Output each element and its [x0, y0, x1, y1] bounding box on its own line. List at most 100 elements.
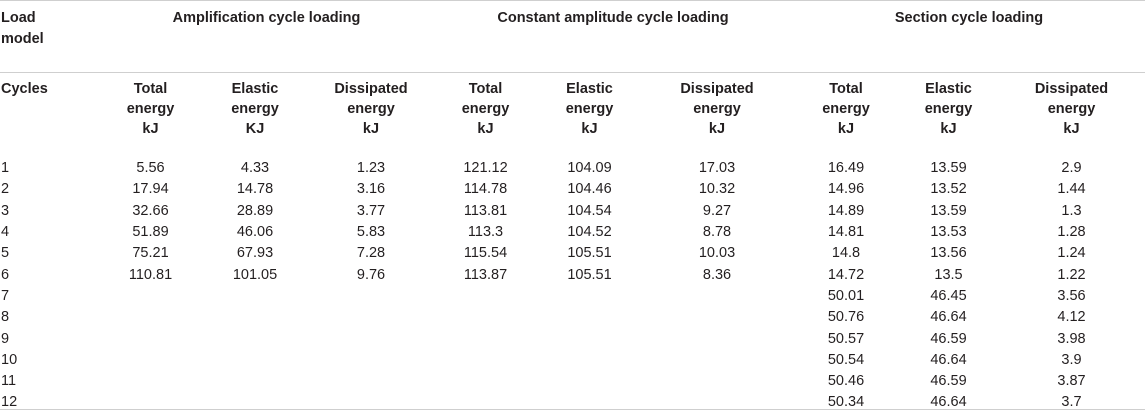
subcolumn-header-line: kJ — [362, 121, 380, 137]
subcolumn-header-line: energy — [461, 101, 510, 117]
energy-value-cell — [433, 392, 538, 413]
energy-value-cell — [538, 286, 641, 307]
table-row: 10 50.54 46.64 3.9 — [0, 350, 1145, 371]
energy-value-cell — [309, 307, 433, 328]
energy-value-cell: 67.93 — [236, 245, 274, 262]
subcolumn-header-line: Elastic — [231, 81, 279, 97]
energy-value-cell — [433, 307, 538, 328]
cycle-number-cell: 6 — [1, 266, 10, 283]
energy-value-cell: 9.27 — [702, 202, 732, 219]
subcolumn-header-line: kJ — [1063, 121, 1080, 137]
subcolumn-header-line: energy — [565, 101, 614, 117]
energy-value-cell: 51.89 — [132, 224, 169, 241]
table-row: 7 50.01 46.45 3.56 — [0, 286, 1145, 307]
energy-value-cell — [433, 286, 538, 307]
energy-value-cell: 3.16 — [356, 181, 386, 198]
energy-value-cell: 1.24 — [1057, 245, 1086, 262]
subcolumn-header-line: energy — [1047, 101, 1096, 117]
cycle-number-cell: 10 — [1, 351, 18, 368]
energy-value-cell — [100, 350, 201, 371]
energy-value-cell: 113.3 — [467, 224, 504, 241]
group-header-amplification: Amplification cycle loading — [172, 10, 361, 26]
energy-value-cell: 104.54 — [567, 202, 612, 219]
energy-value-cell: 10.03 — [698, 245, 736, 262]
energy-value-cell: 46.64 — [930, 309, 967, 326]
energy-value-cell: 114.78 — [463, 181, 508, 198]
subcolumn-header-row: Cycles Total energy kJ Elastic energy KJ Dissi… — [0, 72, 1145, 154]
cycle-number-cell: 11 — [1, 373, 17, 390]
energy-value-cell: 1.44 — [1057, 181, 1086, 198]
subcolumn-header-line: kJ — [581, 121, 598, 137]
energy-value-cell — [100, 328, 201, 349]
energy-value-cell: 2.9 — [1061, 160, 1082, 177]
cycle-number-cell: 9 — [1, 330, 10, 347]
energy-value-cell: 46.45 — [930, 287, 967, 304]
subcolumn-header-line: energy — [924, 101, 973, 117]
energy-value-cell: 46.06 — [236, 224, 274, 241]
energy-value-cell — [641, 328, 793, 349]
table-row: 12 50.34 46.64 3.7 — [0, 392, 1145, 413]
subcolumn-header-line: Total — [468, 81, 503, 97]
energy-value-cell — [538, 371, 641, 392]
energy-value-cell — [201, 371, 309, 392]
energy-value-cell: 14.8 — [831, 245, 861, 262]
energy-value-cell: 50.57 — [827, 330, 865, 347]
table-row: 9 50.57 46.59 3.98 — [0, 328, 1145, 349]
energy-value-cell: 110.81 — [128, 266, 173, 283]
load-model-line-1: Load — [1, 10, 36, 26]
energy-value-cell — [201, 350, 309, 371]
cycle-number-cell: 12 — [1, 394, 18, 411]
energy-value-cell — [100, 286, 201, 307]
energy-value-cell: 3.77 — [356, 202, 386, 219]
energy-value-cell: 50.01 — [827, 287, 865, 304]
energy-value-cell — [201, 392, 309, 413]
subcolumn-header-line: energy — [126, 101, 175, 117]
table-top-rule — [0, 0, 1145, 1]
energy-value-cell: 8.78 — [702, 224, 732, 241]
energy-value-cell: 50.46 — [827, 373, 865, 390]
energy-value-cell: 1.28 — [1057, 224, 1086, 241]
energy-value-cell: 3.56 — [1057, 287, 1086, 304]
energy-value-cell — [100, 392, 201, 413]
energy-value-cell: 46.59 — [930, 373, 967, 390]
energy-value-cell: 14.81 — [827, 224, 865, 241]
load-model-line-2: model — [1, 31, 44, 47]
table-row: 2 17.94 14.78 3.16 114.78 104.46 10.32 14.96 13.… — [0, 179, 1145, 200]
energy-value-cell: 46.59 — [930, 330, 967, 347]
subcolumn-header-line: Dissipated — [334, 81, 408, 97]
table-row: 8 50.76 46.64 4.12 — [0, 307, 1145, 328]
energy-value-cell — [433, 328, 538, 349]
energy-value-cell: 104.46 — [567, 181, 612, 198]
subcolumn-header-line: energy — [347, 101, 395, 117]
energy-value-cell: 7.28 — [356, 245, 386, 262]
energy-value-cell — [201, 286, 309, 307]
energy-value-cell — [433, 350, 538, 371]
energy-value-cell: 104.52 — [567, 224, 612, 241]
energy-value-cell: 13.59 — [930, 202, 967, 219]
energy-value-cell: 10.32 — [698, 181, 736, 198]
energy-value-cell — [433, 371, 538, 392]
energy-value-cell — [100, 371, 201, 392]
subcolumn-header: Elastic energy kJ — [538, 72, 641, 154]
energy-value-cell — [641, 307, 793, 328]
energy-value-cell — [538, 307, 641, 328]
energy-value-cell: 1.3 — [1061, 202, 1082, 219]
energy-value-cell: 1.23 — [356, 160, 386, 177]
energy-value-cell: 105.51 — [567, 245, 612, 262]
subcolumn-header-line: Total — [829, 81, 863, 97]
cycles-header: Cycles — [0, 72, 100, 154]
subcolumn-header: Elastic energy kJ — [899, 72, 998, 154]
energy-value-cell — [309, 392, 433, 413]
subcolumn-header-line: kJ — [477, 121, 494, 137]
energy-value-cell: 13.5 — [934, 266, 963, 283]
energy-value-cell — [641, 286, 793, 307]
subcolumn-header-line: energy — [822, 101, 870, 117]
subcolumn-header-line: kJ — [940, 121, 957, 137]
cycle-number-cell: 3 — [1, 202, 10, 219]
energy-value-cell — [538, 392, 641, 413]
energy-value-cell — [538, 350, 641, 371]
energy-value-cell: 14.89 — [827, 202, 865, 219]
energy-value-cell: 115.54 — [463, 245, 508, 262]
energy-value-cell: 4.33 — [240, 160, 270, 177]
energy-value-cell: 3.98 — [1057, 330, 1086, 347]
